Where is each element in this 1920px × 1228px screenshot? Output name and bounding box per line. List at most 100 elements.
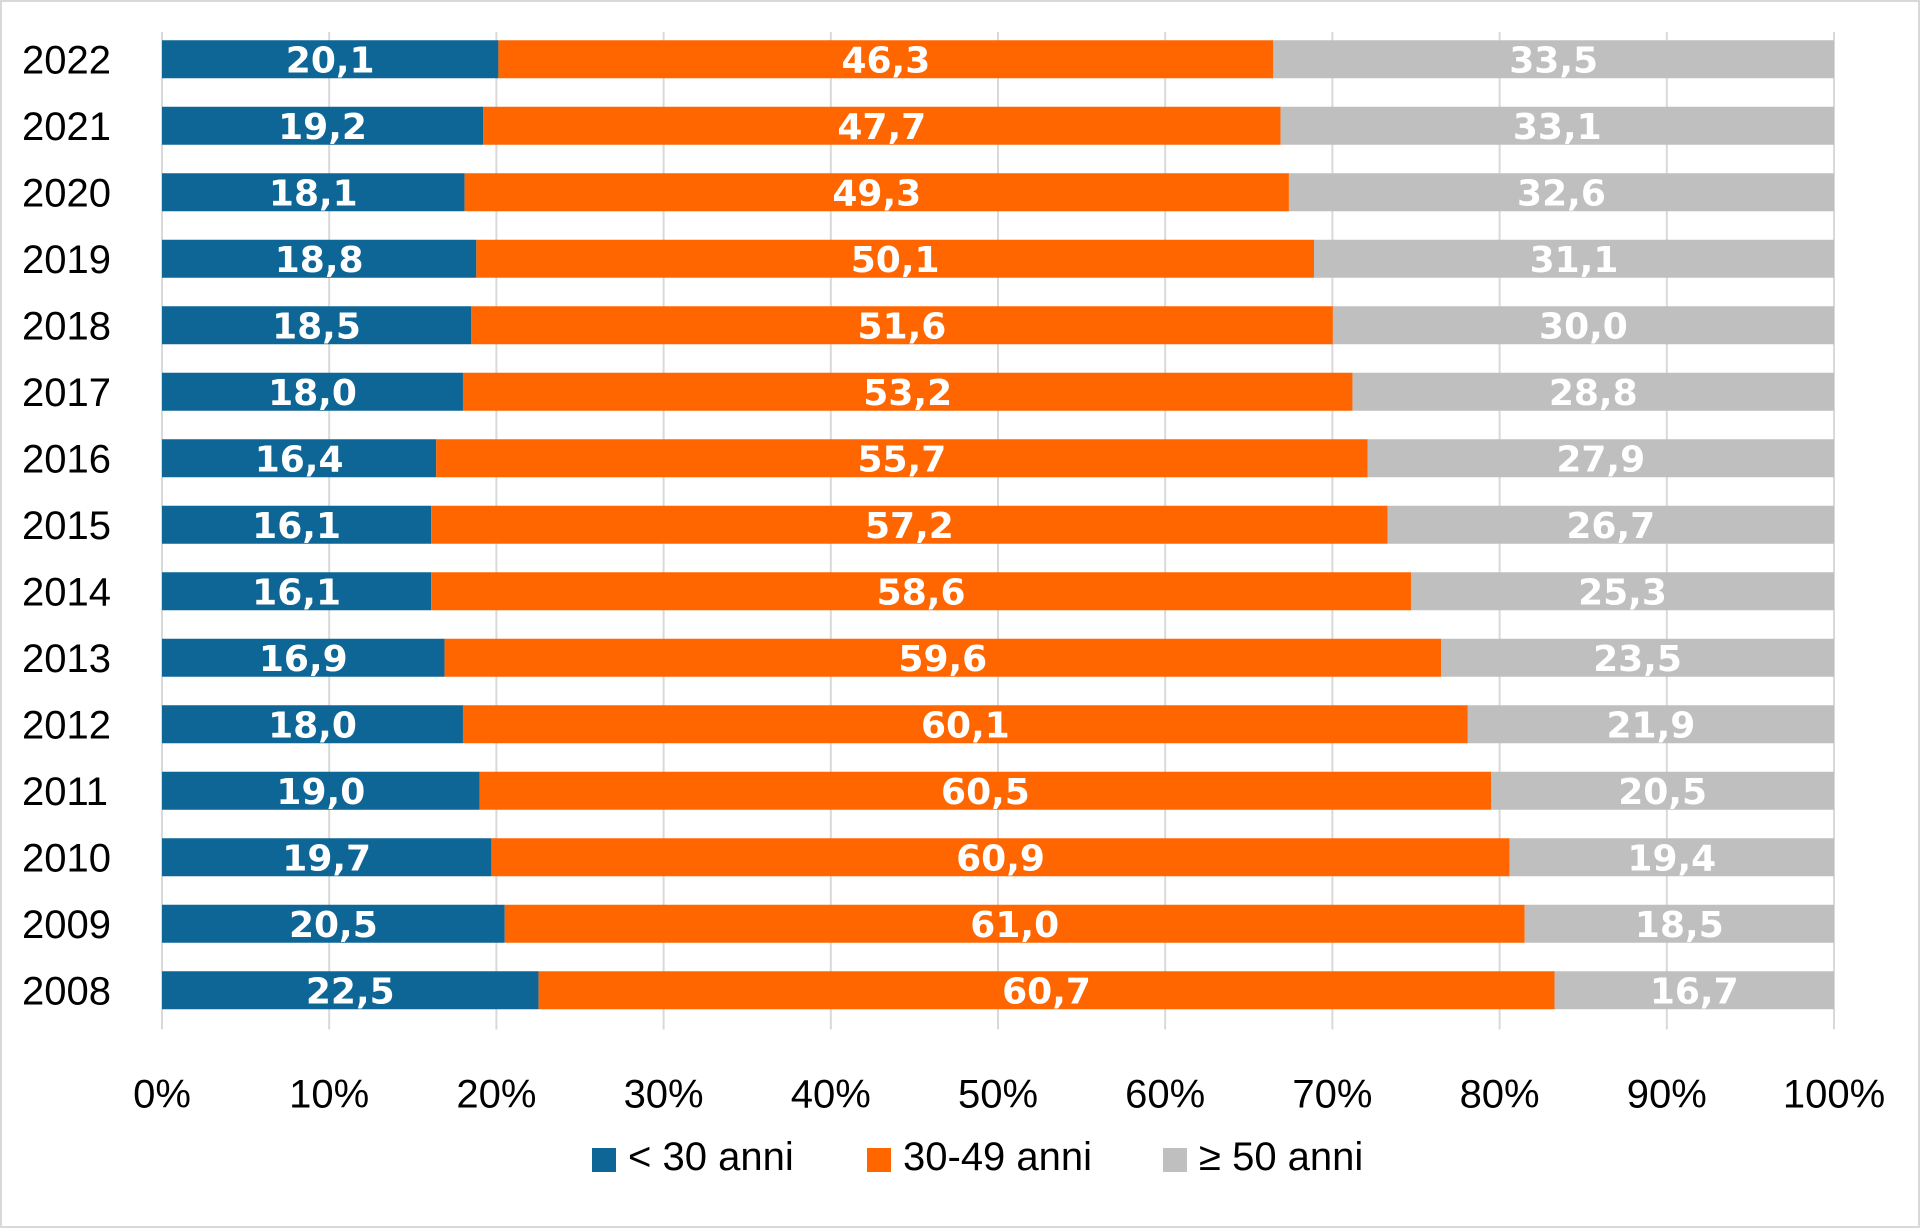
x-tick-label: 40% [791,1073,871,1117]
category-label: 2022 [22,38,111,82]
data-label: 18,5 [272,306,361,347]
data-label: 58,6 [877,572,966,613]
data-label: 18,8 [275,240,364,281]
legend-item: 30-49 anni [867,1135,1092,1179]
bar-segment [162,638,445,677]
data-label: 55,7 [857,439,946,480]
legend-item: < 30 anni [592,1135,794,1179]
x-tick-label: 100% [1783,1073,1885,1117]
bar-segment [462,705,1468,744]
data-labels: 20,1 46,3 33,5 19,2 47,7 33,1 18,1 49,3 32,6 18,8… [252,40,1738,1012]
x-tick-label: 0% [133,1073,191,1117]
data-label: 16,7 [1650,971,1739,1012]
category-label: 2010 [22,836,111,880]
bar-segment [471,306,1333,345]
bar-segment [476,239,1315,278]
data-label: 47,7 [837,107,926,148]
bar-segment [1410,572,1834,611]
data-label: 32,6 [1517,173,1606,214]
bar-segment [162,40,499,79]
data-label: 60,1 [921,705,1010,746]
legend: < 30 anni 30-49 anni ≥ 50 anni [592,1135,1363,1179]
bar-segment [162,173,465,212]
bar-segment [1524,904,1834,943]
bar-segment [1467,705,1834,744]
category-label: 2015 [22,504,111,548]
bar-segment [162,306,472,345]
data-label: 60,5 [941,772,1030,813]
bar-segment [162,971,539,1010]
data-label: 51,6 [858,306,947,347]
data-label: 16,1 [252,572,341,613]
category-label: 2013 [22,637,111,681]
data-label: 18,1 [269,173,358,214]
category-label: 2008 [22,969,111,1013]
bar-segment [483,106,1281,145]
category-label: 2014 [22,570,111,614]
data-label: 16,9 [259,639,348,680]
data-label: 59,6 [898,639,987,680]
data-label: 16,1 [252,506,341,547]
bar-segment [1352,372,1834,411]
x-tick-label: 10% [289,1073,369,1117]
legend-swatch [592,1148,616,1172]
data-label: 19,0 [276,772,365,813]
bar-segment [162,372,463,411]
bar-segment [162,705,463,744]
bar-segment [1273,40,1834,79]
bar-segment [1387,505,1834,544]
data-label: 33,5 [1509,40,1598,81]
bar-segment [464,173,1289,212]
bar-segment [1314,239,1834,278]
bar-segment [1509,838,1834,877]
category-label: 2021 [22,105,111,149]
x-tick-label: 90% [1627,1073,1707,1117]
x-tick-label: 70% [1292,1073,1372,1117]
bar-segment [491,838,1510,877]
bar-segment [479,771,1492,810]
data-label: 60,9 [956,838,1045,879]
legend-swatch [867,1148,891,1172]
bar-segment [444,638,1442,677]
data-label: 18,0 [268,705,357,746]
bar-segment [162,239,477,278]
data-label: 61,0 [970,905,1059,946]
category-label: 2019 [22,238,111,282]
x-tick-label: 30% [624,1073,704,1117]
data-label: 23,5 [1593,639,1682,680]
bar-segment [1554,971,1834,1010]
data-label: 49,3 [832,173,921,214]
bar-segment [1491,771,1834,810]
data-label: 57,2 [865,506,954,547]
legend-item: ≥ 50 anni [1163,1135,1363,1179]
x-tick-label: 60% [1125,1073,1205,1117]
data-label: 60,7 [1002,971,1091,1012]
bar-segment [1280,106,1834,145]
bar-segment [162,439,437,478]
bar-segment [462,372,1353,411]
data-label: 18,5 [1635,905,1724,946]
bar-segment [162,771,480,810]
data-label: 46,3 [841,40,930,81]
data-label: 27,9 [1556,439,1645,480]
bar-segment [1332,306,1834,345]
data-label: 22,5 [306,971,395,1012]
data-label: 19,7 [282,838,371,879]
data-label: 20,1 [286,40,375,81]
bar-segment [431,572,1411,611]
category-label: 2017 [22,371,111,415]
legend-label: 30-49 anni [903,1135,1092,1179]
data-label: 20,5 [1618,772,1707,813]
data-label: 21,9 [1607,705,1696,746]
category-label: 2016 [22,437,111,481]
category-label: 2018 [22,304,111,348]
bar-segment [162,572,432,611]
bars [162,40,1834,1010]
bar-segment [436,439,1368,478]
bar-segment [504,904,1525,943]
bar-segment [162,505,432,544]
category-axis: 2022 2021 2020 2019 2018 2017 2016 2015 2014 2013… [22,38,111,1013]
category-label: 2009 [22,903,111,947]
